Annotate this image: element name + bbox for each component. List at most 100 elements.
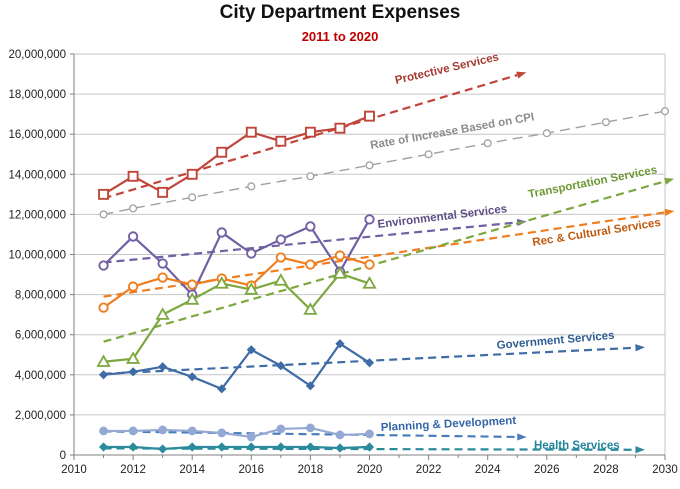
- data-point-marker: [364, 358, 375, 368]
- trend-arrowhead: [635, 344, 645, 352]
- data-point-marker: [304, 126, 316, 138]
- data-point-marker: [246, 248, 257, 259]
- data-point-marker: [601, 118, 610, 127]
- series-line: [103, 272, 370, 363]
- data-point-marker: [98, 302, 109, 313]
- data-point-marker: [424, 150, 433, 159]
- series-cpi: [99, 107, 670, 219]
- series-label-health-services: Health Services: [534, 440, 620, 452]
- data-point-marker: [98, 188, 110, 200]
- data-point-marker: [244, 282, 259, 295]
- y-tick-label: 2,000,000: [15, 410, 66, 422]
- data-point-marker: [127, 170, 139, 182]
- data-point-marker: [483, 139, 492, 148]
- trend-arrowhead: [517, 433, 527, 441]
- x-tick-label: 2026: [534, 464, 560, 476]
- x-tick-label: 2022: [416, 464, 442, 476]
- x-tick-label: 2016: [239, 464, 265, 476]
- data-point-marker: [185, 292, 200, 305]
- data-point-marker: [96, 354, 111, 367]
- data-point-marker: [157, 272, 168, 283]
- data-point-marker: [364, 442, 375, 452]
- y-tick-label: 14,000,000: [8, 169, 66, 181]
- trend-transportation-services: [103, 177, 675, 343]
- trend-government-services: [103, 344, 645, 375]
- data-point-marker: [275, 234, 286, 245]
- data-point-marker: [365, 161, 374, 170]
- series-protective-services: [98, 110, 375, 200]
- data-point-marker: [158, 444, 168, 454]
- trend-arrowhead: [664, 177, 675, 185]
- data-point-marker: [276, 361, 286, 371]
- data-point-marker: [99, 210, 108, 219]
- chart-subtitle: 2011 to 2020: [301, 29, 379, 44]
- trend-line: [103, 180, 666, 343]
- data-point-marker: [216, 227, 227, 238]
- data-point-marker: [306, 423, 315, 433]
- series-rec-cultural-services: [98, 250, 375, 313]
- data-point-marker: [128, 442, 138, 452]
- data-point-marker: [305, 259, 316, 270]
- data-point-marker: [127, 281, 139, 292]
- data-point-marker: [276, 442, 286, 452]
- series-label-protective-services: Protective Services: [394, 51, 500, 87]
- series-line: [103, 445, 370, 451]
- data-point-marker: [246, 442, 256, 452]
- x-tick-label: 2010: [61, 464, 87, 476]
- data-point-marker: [306, 172, 315, 181]
- series-label-environmental-services: Environmental Services: [377, 203, 508, 231]
- series-line: [102, 115, 370, 196]
- y-tick-label: 12,000,000: [8, 209, 66, 221]
- x-tick-label: 2020: [357, 464, 383, 476]
- data-point-marker: [125, 351, 141, 364]
- y-tick-label: 18,000,000: [8, 89, 66, 101]
- data-point-marker: [98, 442, 109, 452]
- data-point-marker: [275, 252, 286, 263]
- data-point-marker: [155, 307, 170, 320]
- x-tick-label: 2028: [593, 464, 619, 476]
- data-point-marker: [245, 126, 257, 138]
- trend-line: [103, 430, 518, 439]
- data-point-marker: [187, 426, 197, 436]
- series-line: [103, 426, 370, 439]
- data-point-marker: [334, 250, 346, 261]
- data-point-marker: [157, 186, 169, 198]
- data-point-marker: [273, 273, 289, 286]
- series-government-services: [98, 339, 375, 394]
- x-tick-label: 2012: [120, 464, 146, 476]
- trend-environmental-services: [103, 218, 527, 264]
- data-point-marker: [214, 276, 229, 289]
- data-point-marker: [334, 122, 346, 134]
- data-point-marker: [247, 182, 256, 191]
- y-tick-label: 4,000,000: [15, 370, 66, 382]
- data-point-marker: [99, 426, 108, 436]
- data-point-marker: [335, 339, 345, 349]
- data-point-marker: [542, 129, 551, 138]
- series-health-services: [98, 442, 375, 454]
- data-point-marker: [365, 429, 374, 439]
- x-tick-label: 2018: [298, 464, 324, 476]
- data-point-marker: [275, 135, 287, 147]
- data-point-marker: [217, 442, 227, 452]
- data-point-marker: [332, 266, 348, 279]
- data-point-marker: [187, 279, 198, 290]
- data-point-marker: [303, 302, 318, 315]
- data-point-marker: [129, 204, 138, 213]
- trend-arrowhead: [664, 208, 675, 216]
- series-label-cpi: Rate of Increase Based on CPI: [369, 111, 535, 152]
- data-point-marker: [364, 259, 375, 270]
- x-tick-label: 2030: [652, 464, 678, 476]
- series-line: [102, 218, 371, 296]
- trend-planning-development: [103, 430, 527, 441]
- trend-line: [103, 221, 518, 264]
- data-point-marker: [187, 442, 197, 452]
- y-tick-label: 8,000,000: [15, 290, 66, 302]
- data-point-marker: [246, 432, 256, 442]
- data-point-marker: [128, 426, 138, 436]
- trend-arrowhead: [635, 446, 645, 454]
- data-point-marker: [98, 370, 109, 380]
- series-line: [103, 342, 371, 390]
- series-planning-development: [99, 423, 374, 442]
- data-point-marker: [127, 231, 139, 242]
